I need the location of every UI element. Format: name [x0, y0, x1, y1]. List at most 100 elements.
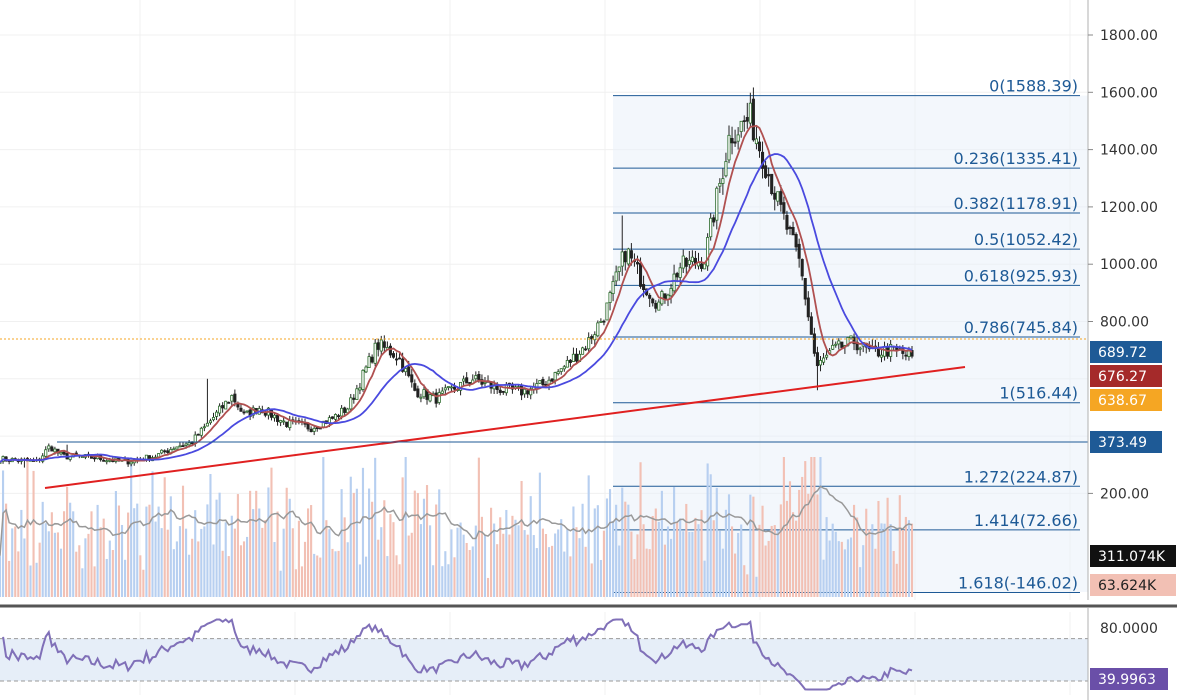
candle-body — [449, 386, 453, 389]
volume-bar — [206, 504, 209, 597]
volume-bar — [288, 498, 291, 597]
volume-bar — [904, 516, 907, 597]
volume-bar — [480, 516, 483, 597]
volume-bar — [331, 548, 334, 597]
price-tick-label: 200.00 — [1100, 486, 1149, 502]
volume-bar — [404, 457, 407, 597]
price-axis: 1800.00 1600.00 1400.00 1200.00 1000.00 800.0… — [1087, 0, 1158, 600]
volume-bar — [166, 529, 169, 597]
candle-body — [129, 461, 133, 465]
candle-body — [376, 342, 380, 350]
volume-bar — [398, 564, 401, 597]
volume-bar — [712, 520, 715, 597]
volume-bar — [816, 494, 819, 597]
candle-body — [196, 433, 200, 436]
candle-body — [748, 102, 752, 124]
volume-bar — [535, 548, 538, 597]
volume-bar — [5, 503, 8, 597]
candle-body — [93, 457, 97, 460]
candle-body — [337, 415, 341, 418]
candle-body — [815, 352, 819, 367]
volume-bar — [102, 518, 105, 597]
candle-body — [352, 397, 356, 400]
volume-bar — [569, 556, 572, 597]
rsi-line — [2, 618, 913, 691]
candle-body — [596, 322, 600, 337]
volume-bar — [154, 521, 157, 597]
volume-bar — [642, 524, 645, 597]
candle-body — [724, 161, 728, 177]
volume-bar — [96, 504, 99, 597]
volume-bar — [779, 504, 782, 597]
volume-bar — [608, 489, 612, 597]
volume-bar — [886, 497, 889, 597]
volume-bar — [123, 559, 127, 597]
volume-bar — [709, 474, 712, 597]
volume-bar — [852, 504, 856, 597]
volume-bar — [163, 477, 166, 597]
candle-body — [605, 302, 609, 321]
candle-body — [608, 292, 612, 303]
volume-bar — [56, 532, 60, 597]
volume-bar — [35, 562, 38, 597]
fib-level-label: 1.272(224.87) — [964, 467, 1078, 486]
volume-bar — [804, 461, 807, 597]
candle-body — [50, 446, 54, 452]
candle-body — [623, 251, 627, 263]
candle-body — [803, 277, 807, 300]
volume-bar — [1, 470, 5, 597]
candle-body — [757, 141, 762, 152]
candle-body — [333, 414, 338, 420]
volume-bar — [20, 509, 23, 597]
volume-bar — [169, 496, 172, 597]
candle-body — [224, 400, 228, 410]
volume-bar — [172, 549, 175, 597]
volume-bar — [407, 535, 410, 597]
volume-bar — [50, 512, 53, 597]
candle-body — [407, 366, 411, 377]
candle-body — [349, 397, 353, 410]
volume-bar — [740, 524, 743, 597]
candle-body — [175, 446, 179, 450]
candle-body — [526, 390, 530, 395]
volume-bar — [432, 565, 435, 597]
candle-body — [251, 407, 255, 416]
volume-bar — [892, 551, 895, 597]
volume-bar — [316, 555, 319, 597]
volume-bar — [697, 524, 700, 597]
candle-body — [272, 414, 277, 419]
volume-bar — [368, 488, 371, 597]
volume-bar — [236, 494, 239, 597]
support-trendline[interactable] — [44, 366, 966, 489]
price-badge — [1090, 431, 1162, 453]
volume-bar — [727, 494, 731, 597]
volume-bar — [724, 509, 728, 597]
candle-body — [648, 294, 652, 299]
candle-body — [629, 250, 633, 259]
candle-body — [108, 459, 112, 462]
candle-body — [410, 374, 414, 383]
volume-bar — [605, 498, 609, 597]
candle-body — [590, 336, 594, 340]
volume-bar — [557, 529, 560, 597]
volume-bar — [529, 496, 532, 597]
candle-body — [330, 416, 335, 419]
candle-body — [208, 420, 213, 424]
volume-bar — [895, 563, 898, 597]
volume-bar — [218, 492, 221, 597]
candle-body — [764, 165, 768, 178]
volume-bar — [505, 509, 508, 597]
volume-bar — [688, 531, 691, 597]
candle-body — [809, 316, 813, 335]
volume-bar — [764, 545, 767, 597]
candle-body — [181, 445, 185, 448]
candle-body — [638, 262, 643, 287]
volume-badge-label: 311.074K — [1098, 549, 1166, 565]
candle-body — [706, 237, 710, 267]
volume-bar — [297, 520, 300, 597]
candle-body — [620, 251, 624, 267]
volume-bar — [230, 515, 233, 597]
candle-body — [276, 414, 280, 422]
candle-body — [474, 375, 478, 380]
